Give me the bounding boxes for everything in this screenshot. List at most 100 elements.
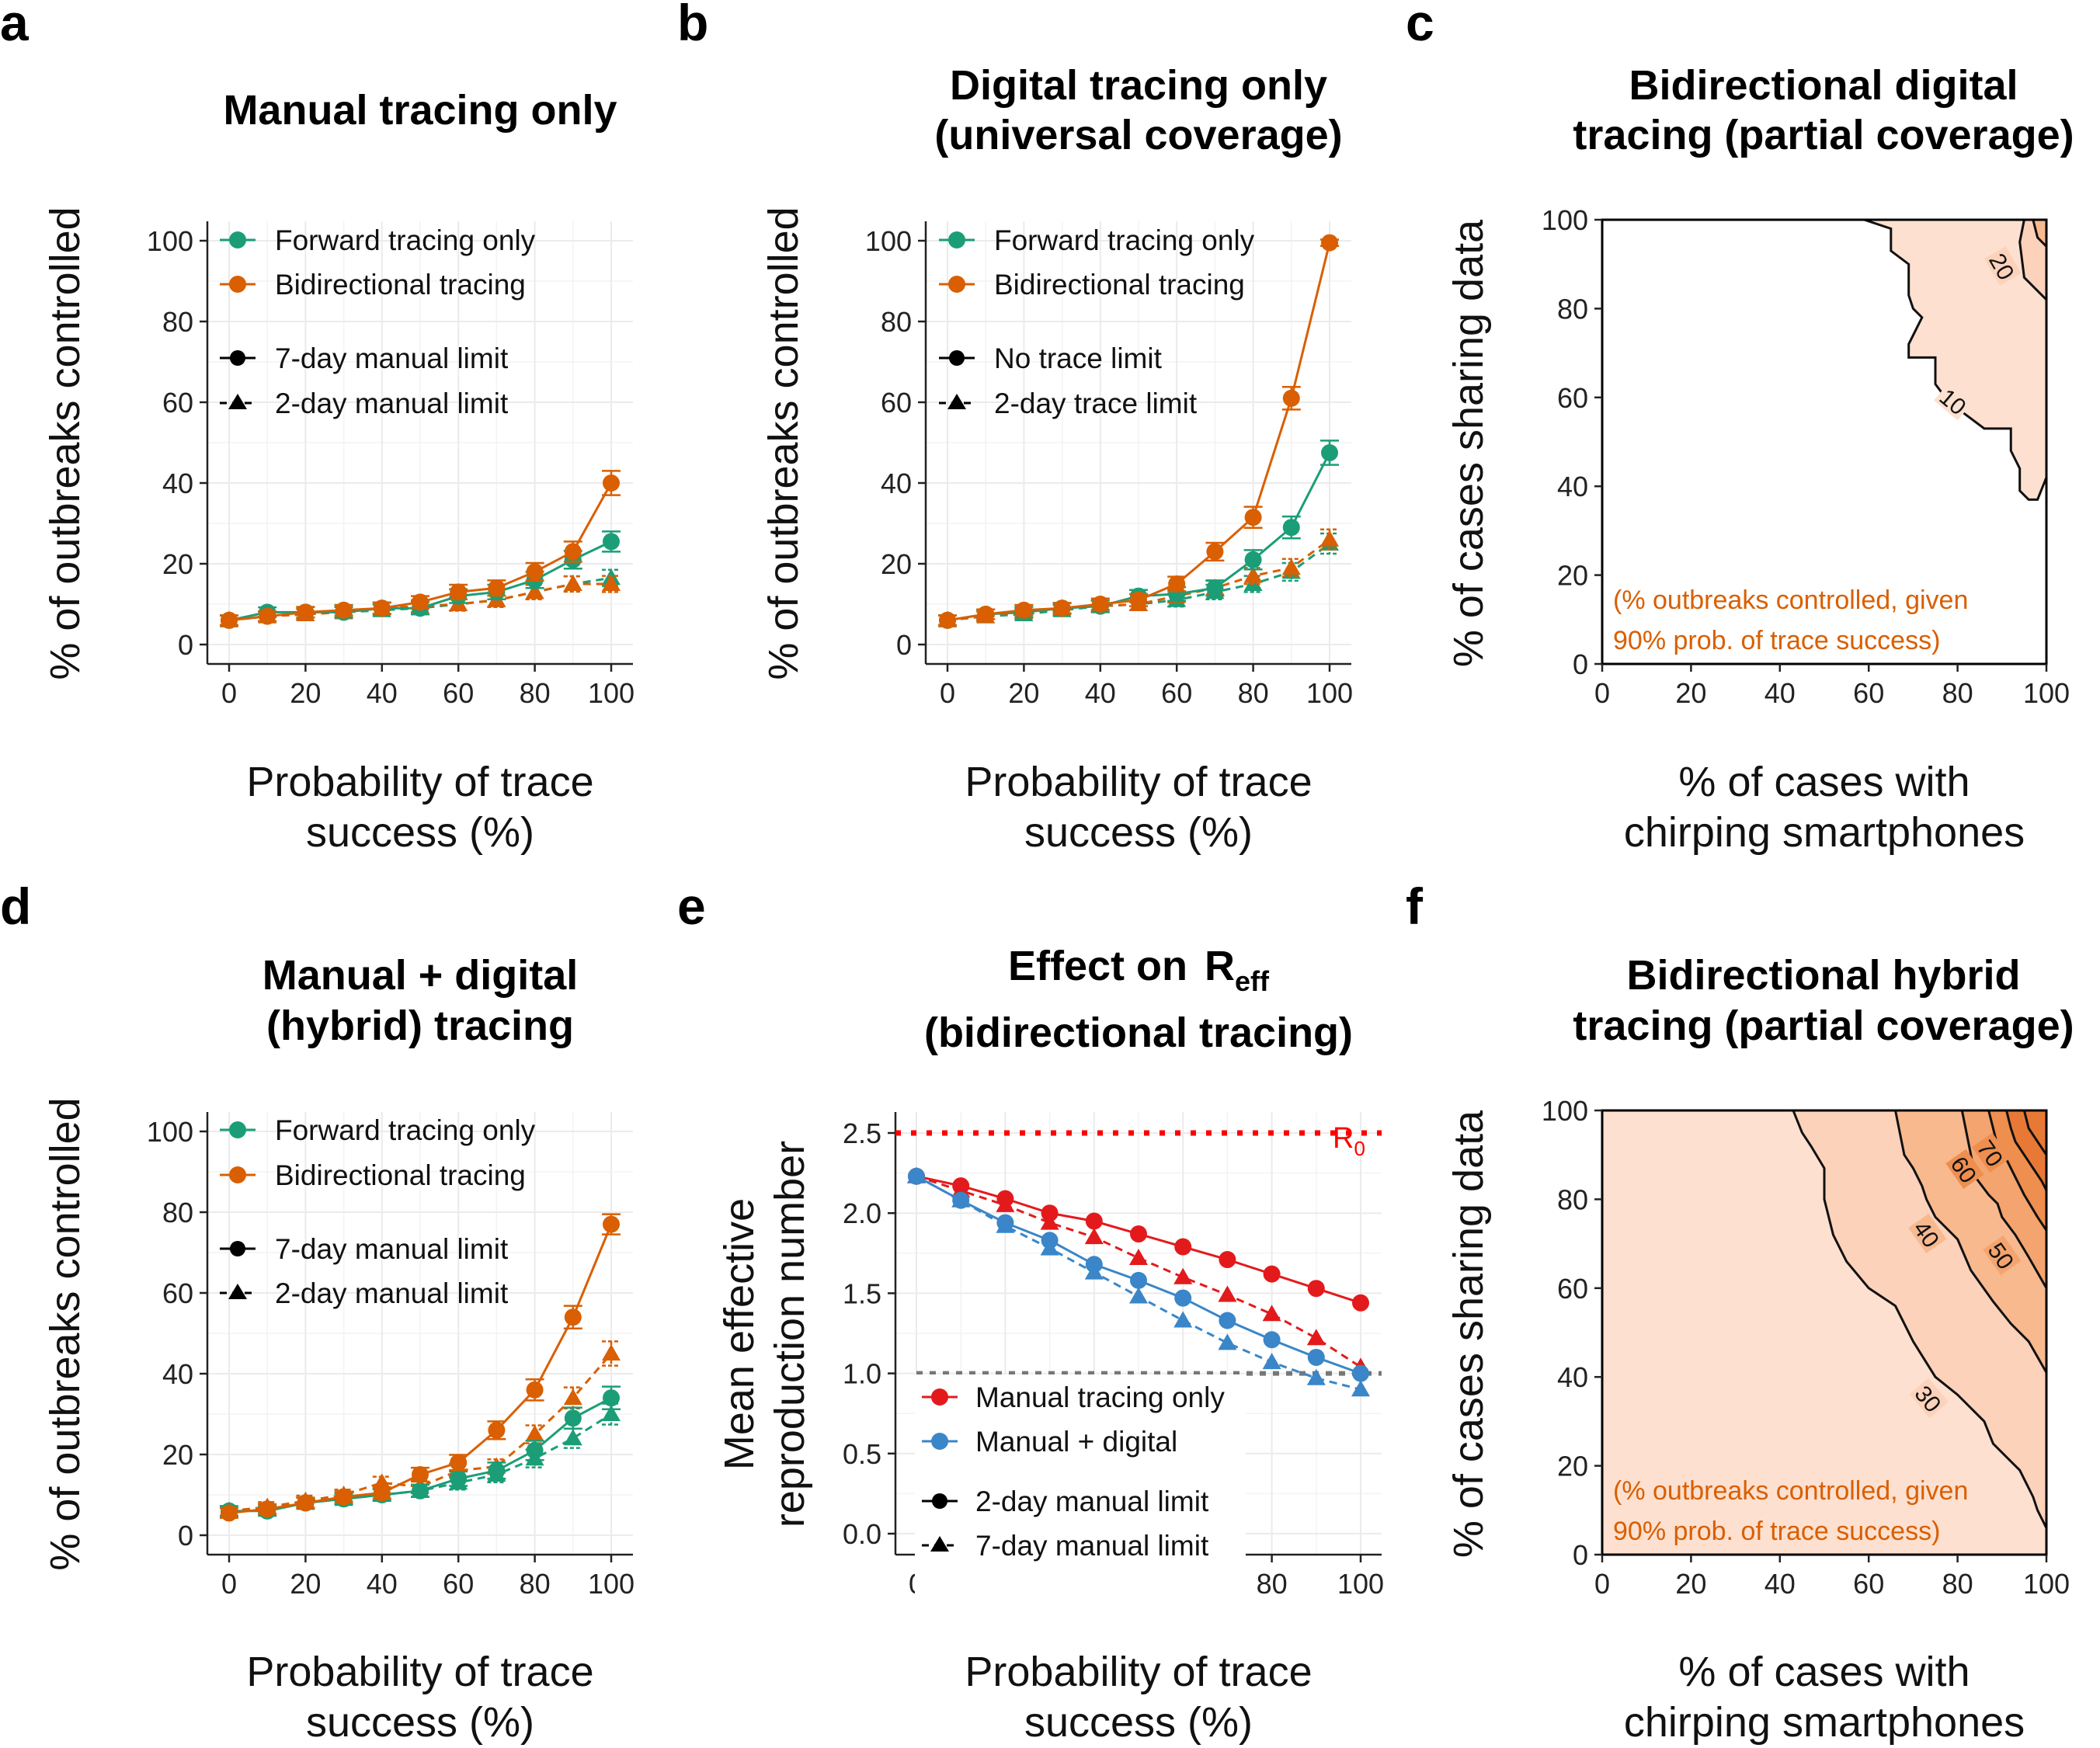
contour-band-80 xyxy=(2024,1110,2046,1155)
panel-c-x-axis-title-line2: chirping smartphones xyxy=(1624,809,2025,856)
panel-c-note-line1: (% outbreaks controlled, given xyxy=(1613,586,1968,615)
legend-style-1-label: 7-day manual limit xyxy=(275,1233,509,1265)
legend-forward-marker xyxy=(229,231,246,248)
panel-c-axes: 0 20 40 60 80 100 0 20 40 60 80 100 xyxy=(1542,204,2070,709)
contour-label-bg xyxy=(1908,1213,1947,1253)
y-tick-label: 1.5 xyxy=(843,1277,881,1309)
panel-f-note-line2: 90% prob. of trace success) xyxy=(1613,1517,1940,1546)
legend-triangle-marker xyxy=(228,1284,247,1299)
legend-manual-marker xyxy=(931,1388,948,1406)
legend-style-1-label: No trace limit xyxy=(994,342,1163,374)
x-tick-label: 20 xyxy=(1675,677,1706,709)
panel-letter-e: e xyxy=(677,877,706,935)
panel-b-legend: Forward tracing only Bidirectional traci… xyxy=(939,224,1255,419)
panel-a-y-axis-title: % of outbreaks controlled xyxy=(42,207,89,679)
data-point-circle xyxy=(335,601,353,619)
data-point-circle xyxy=(603,533,620,551)
x-tick-label: 0 xyxy=(221,1568,237,1600)
y-tick-label: 2.0 xyxy=(843,1197,881,1229)
y-tick-label: 20 xyxy=(881,548,912,580)
panel-e-series xyxy=(907,1166,1370,1397)
x-tick-label: 60 xyxy=(1853,1568,1884,1600)
data-point-circle xyxy=(1263,1265,1281,1283)
panel-f-axes: 0 20 40 60 80 100 0 20 40 60 80 100 xyxy=(1542,1095,2070,1600)
data-point-circle xyxy=(526,563,544,581)
data-point-circle xyxy=(1321,444,1338,461)
legend-bidirectional-label: Bidirectional tracing xyxy=(275,1159,526,1191)
panel-e-y-axis-title-line1: Mean effective xyxy=(716,1198,763,1470)
panel-a: a Manual tracing only 0 20 40 60 80 100 0 20 40 6… xyxy=(0,0,635,856)
legend-circle-marker xyxy=(949,350,965,366)
legend-forward-label: Forward tracing only xyxy=(275,224,536,256)
y-tick-label: 100 xyxy=(147,225,193,257)
x-tick-label: 40 xyxy=(367,1568,398,1600)
y-tick-label: 80 xyxy=(162,306,193,338)
x-tick-label: 60 xyxy=(443,677,474,709)
legend-forward-label: Forward tracing only xyxy=(994,224,1255,256)
data-point-triangle xyxy=(602,575,621,591)
data-point-circle xyxy=(1206,579,1224,597)
y-tick-label: 100 xyxy=(147,1116,193,1148)
legend-manual-label: Manual tracing only xyxy=(975,1381,1225,1413)
legend-hybrid-marker xyxy=(931,1433,948,1450)
panel-letter-b: b xyxy=(677,0,708,51)
y-tick-label: 40 xyxy=(1557,471,1588,502)
series-manual-digital-solid xyxy=(908,1167,1369,1382)
data-point-circle xyxy=(1307,1348,1325,1366)
x-tick-label: 20 xyxy=(290,1568,321,1600)
data-point-circle xyxy=(373,1484,391,1502)
panel-e-legend: Manual tracing only Manual + digital 2-d… xyxy=(915,1374,1246,1604)
panel-b-x-axis-title-line2: success (%) xyxy=(1024,809,1253,856)
data-point-circle xyxy=(564,1409,582,1427)
data-point-circle xyxy=(603,1215,620,1233)
y-tick-label: 100 xyxy=(1542,204,1588,236)
panel-c-title-line2: tracing (partial coverage) xyxy=(1573,112,2074,158)
data-point-triangle xyxy=(1351,1380,1370,1397)
contour-line-20 xyxy=(2018,220,2046,301)
panel-b-axes: 0 20 40 60 80 100 0 20 40 60 80 100 xyxy=(865,221,1353,709)
y-tick-label: 20 xyxy=(162,548,193,580)
legend-style-2-label: 2-day trace limit xyxy=(994,387,1198,419)
panel-f-x-axis-title-line2: chirping smartphones xyxy=(1624,1699,2025,1746)
y-tick-label: 2.5 xyxy=(843,1117,881,1149)
data-point-circle xyxy=(1041,1204,1059,1222)
data-point-circle xyxy=(488,579,506,597)
x-tick-label: 0 xyxy=(1594,1568,1610,1600)
data-point-circle xyxy=(564,543,582,561)
data-point-circle xyxy=(564,1308,582,1326)
contour-line-10 xyxy=(1864,220,2046,501)
data-point-circle xyxy=(1206,543,1224,561)
y-tick-label: 0 xyxy=(1573,1539,1588,1571)
data-point-circle xyxy=(1219,1251,1236,1269)
legend-circle-marker xyxy=(230,1241,245,1256)
y-tick-label: 100 xyxy=(865,225,912,257)
data-point-circle xyxy=(1053,599,1071,617)
data-point-circle xyxy=(526,1381,544,1399)
contour-label-bg xyxy=(1984,246,2022,286)
panel-d-axes: 0 20 40 60 80 100 0 20 40 60 80 100 xyxy=(147,1112,635,1600)
legend-bidirectional-label: Bidirectional tracing xyxy=(275,269,526,301)
y-tick-label: 0.5 xyxy=(843,1438,881,1470)
contour-label-bg xyxy=(1945,1149,1984,1189)
y-tick-label: 0 xyxy=(178,629,193,661)
panel-letter-d: d xyxy=(0,877,31,935)
x-tick-label: 0 xyxy=(1594,677,1610,709)
contour-label-bg xyxy=(1983,1235,2022,1275)
panel-a-series xyxy=(220,470,621,629)
x-tick-label: 100 xyxy=(1306,677,1353,709)
x-tick-label: 20 xyxy=(290,677,321,709)
panel-f-title-line2: tracing (partial coverage) xyxy=(1573,1003,2074,1049)
x-tick-label: 100 xyxy=(1337,1568,1384,1600)
data-point-triangle xyxy=(525,1425,544,1441)
y-tick-label: 40 xyxy=(162,467,193,499)
y-tick-label: 1.0 xyxy=(843,1358,881,1390)
data-point-triangle xyxy=(1129,1248,1148,1265)
data-point-triangle xyxy=(1218,1285,1237,1302)
data-point-circle xyxy=(488,1421,506,1439)
data-point-triangle xyxy=(1262,1353,1281,1370)
panel-c-contour-lines xyxy=(1864,220,2046,501)
data-point-triangle xyxy=(1320,530,1339,547)
data-point-circle xyxy=(259,1500,276,1518)
data-point-triangle xyxy=(563,1388,582,1406)
